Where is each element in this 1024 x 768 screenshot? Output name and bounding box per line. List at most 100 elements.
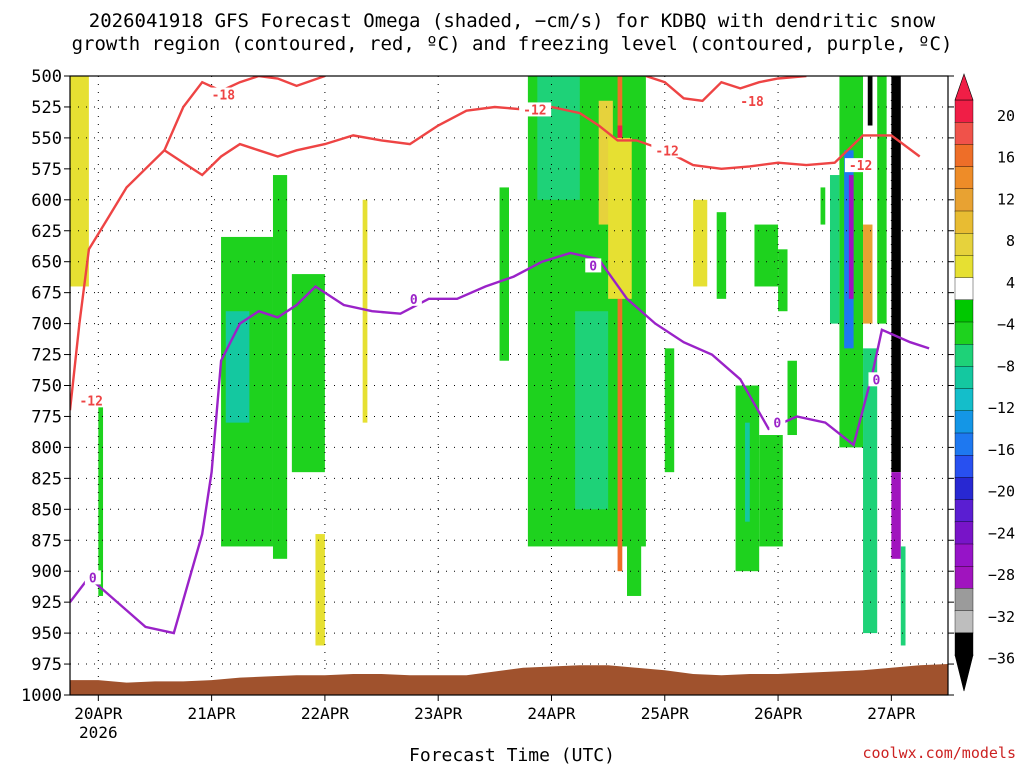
colorbar-bin xyxy=(954,588,974,612)
omega-region xyxy=(98,397,104,596)
omega-region xyxy=(754,224,779,287)
colorbar-bin xyxy=(954,477,974,501)
omega-region xyxy=(848,175,854,299)
contour-label-bg xyxy=(207,87,240,102)
contour-label-bg xyxy=(844,158,877,173)
snow-growth-contour xyxy=(70,105,921,411)
omega-region xyxy=(716,212,727,299)
contour-label: -12 xyxy=(655,144,678,159)
y-tick-label: 500 xyxy=(31,67,62,87)
omega-region xyxy=(315,534,325,646)
colorbar-bin xyxy=(954,299,974,323)
x-axis-label: Forecast Time (UTC) xyxy=(409,745,615,766)
colorbar-bin xyxy=(954,188,974,212)
colorbar-bin xyxy=(954,632,974,656)
contour-label: 0 xyxy=(773,417,781,432)
colorbar-top-arrow xyxy=(954,73,974,101)
colorbar-label: −20 xyxy=(988,483,1015,501)
contour-label: -12 xyxy=(849,159,872,174)
freezing-level-contour xyxy=(70,251,930,635)
colorbar-bin xyxy=(954,410,974,434)
colorbar-label: −36 xyxy=(988,650,1015,668)
y-tick-label: 550 xyxy=(31,129,62,149)
y-tick-label: 975 xyxy=(31,655,62,675)
y-tick-label: 875 xyxy=(31,531,62,551)
colorbar-bin xyxy=(954,521,974,545)
colorbar-bin xyxy=(954,566,974,590)
colorbar-label: 20 xyxy=(997,107,1015,125)
colorbar-bin xyxy=(954,543,974,567)
colorbar-label: 16 xyxy=(997,149,1015,167)
omega-region xyxy=(867,76,873,126)
contour-label: 0 xyxy=(872,373,880,388)
omega-region xyxy=(291,274,325,473)
x-tick-label: 27APR xyxy=(867,704,916,723)
y-tick-label: 600 xyxy=(31,191,62,211)
colorbar-bin xyxy=(954,344,974,368)
contour-label-bg xyxy=(651,143,684,158)
x-tick-label: 20APR xyxy=(74,704,123,723)
colorbar-bin xyxy=(954,144,974,168)
omega-region xyxy=(787,360,797,436)
y-tick-label: 725 xyxy=(31,346,62,366)
colorbar-label: −16 xyxy=(988,441,1015,459)
omega-region xyxy=(575,311,609,510)
contour-label: -12 xyxy=(79,394,102,409)
omega-region xyxy=(900,546,906,646)
colorbar-bin xyxy=(954,499,974,523)
y-tick-label: 625 xyxy=(31,222,62,242)
colorbar-bottom-arrow xyxy=(954,654,974,692)
omega-region xyxy=(617,76,623,572)
colorbar-bin xyxy=(954,99,974,123)
contour-label-bg xyxy=(75,393,108,408)
chart-title-line2: growth region (contoured, red, ºC) and f… xyxy=(71,33,953,55)
omega-region xyxy=(664,348,675,473)
x-tick-label: 23APR xyxy=(414,704,463,723)
snow-growth-contour xyxy=(645,76,807,103)
colorbar-label: 8 xyxy=(1006,232,1015,250)
y-tick-label: 700 xyxy=(31,315,62,335)
colorbar-bin xyxy=(954,610,974,634)
colorbar-bin xyxy=(954,255,974,279)
omega-region xyxy=(70,76,89,287)
colorbar-label: −4 xyxy=(997,316,1015,334)
terrain-fill xyxy=(70,664,948,695)
x-tick-label: 21APR xyxy=(188,704,237,723)
omega-region xyxy=(759,435,783,547)
contour-label: -12 xyxy=(523,103,546,118)
y-tick-label: 775 xyxy=(31,407,62,427)
y-tick-label: 825 xyxy=(31,469,62,489)
plot-frame xyxy=(69,75,949,696)
colorbar-bin xyxy=(954,366,974,390)
snow-growth-contour xyxy=(163,76,326,151)
colorbar-bin xyxy=(954,210,974,234)
colorbar-label: −24 xyxy=(988,524,1015,542)
site-credit: coolwx.com/models xyxy=(862,744,1016,762)
contour-label-bg xyxy=(405,291,422,306)
omega-region xyxy=(891,472,901,559)
colorbar-bin xyxy=(954,321,974,345)
contour-label-bg xyxy=(84,570,101,585)
y-tick-label: 950 xyxy=(31,624,62,644)
colorbar-bin xyxy=(954,277,974,301)
omega-region xyxy=(627,261,642,596)
colorbar-label: −32 xyxy=(988,608,1015,626)
colorbar-label: −8 xyxy=(997,357,1015,375)
colorbar-bin xyxy=(954,432,974,456)
colorbar-label: −12 xyxy=(988,399,1015,417)
contour-label: 0 xyxy=(89,571,97,586)
omega-region xyxy=(863,224,873,324)
colorbar-bin xyxy=(954,455,974,479)
omega-region xyxy=(820,187,826,225)
x-tick-label: 26APR xyxy=(754,704,803,723)
y-tick-label: 675 xyxy=(31,284,62,304)
contour-label: -18 xyxy=(740,95,764,110)
y-tick-label: 575 xyxy=(31,160,62,180)
omega-region xyxy=(863,348,878,634)
contour-label-bg xyxy=(868,372,885,387)
contour-label-bg xyxy=(769,415,786,430)
x-tick-sublabel: 2026 xyxy=(79,723,118,742)
contour-label: -18 xyxy=(212,89,236,104)
colorbar-label: 12 xyxy=(997,190,1015,208)
